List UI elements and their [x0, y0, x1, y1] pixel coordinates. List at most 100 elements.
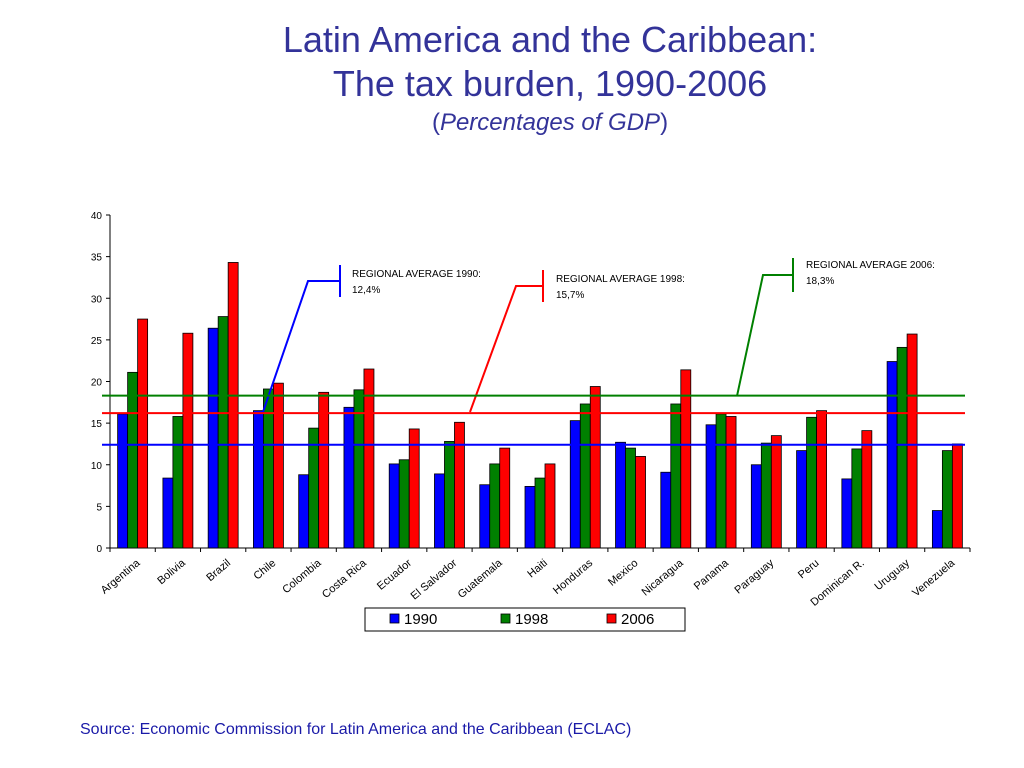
callout-leader — [262, 280, 340, 413]
bar-1998 — [172, 416, 184, 549]
bar-2006 — [725, 416, 737, 549]
bar-1998 — [896, 346, 908, 549]
bar-2006 — [408, 428, 420, 549]
bar-1998 — [715, 413, 727, 549]
legend-label: 1990 — [404, 611, 437, 628]
bar-1990 — [207, 327, 219, 549]
bar-2006 — [861, 430, 873, 549]
bar-1990 — [660, 471, 672, 549]
legend-swatch-2006 — [606, 613, 617, 624]
y-tick-label: 35 — [91, 253, 103, 264]
x-tick-label: Argentina — [99, 557, 143, 597]
bar-2006 — [816, 410, 827, 549]
x-tick-label: Panama — [692, 557, 732, 593]
bar-1990 — [750, 464, 762, 549]
bar-2006 — [137, 318, 149, 549]
bar-1998 — [308, 427, 320, 549]
y-tick-label: 15 — [91, 419, 103, 430]
x-tick-label: Guatemala — [456, 557, 506, 601]
regional-average-value: 15,7% — [556, 290, 584, 301]
y-tick-label: 40 — [91, 211, 103, 222]
bar-1990 — [388, 463, 400, 549]
chart-title-line2: The tax burden, 1990-2006 — [332, 63, 768, 104]
x-tick-label: Colombia — [280, 557, 324, 597]
bar-1998 — [625, 447, 636, 549]
x-tick-label: Bolivia — [155, 557, 188, 588]
title-block: Latin America and the Caribbean: The tax… — [0, 18, 1024, 140]
bar-2006 — [770, 435, 782, 549]
bar-1990 — [434, 473, 445, 549]
bar-chart: 0 5 10 15 20 25 30 35 40 Argentina Bolivia Brazil Ch… — [91, 211, 971, 632]
bar-2006 — [906, 333, 918, 549]
bar-2006 — [182, 332, 194, 549]
bar-2006 — [318, 391, 330, 549]
bar-2006 — [544, 463, 556, 549]
bar-1990 — [705, 424, 717, 549]
subtitle-close-paren: ) — [660, 109, 669, 136]
x-tick-label: Nicaragua — [640, 557, 687, 599]
y-tick-label: 20 — [91, 378, 103, 389]
x-tick-label: Brazil — [204, 557, 233, 584]
x-tick-label: El Salvador — [409, 557, 460, 603]
bar-1998 — [489, 463, 501, 549]
chart-title-line1: Latin America and the Caribbean: — [282, 19, 818, 60]
chart-subtitle: (Percentages of GDP) — [0, 106, 1024, 140]
x-tick-label: Peru — [796, 557, 822, 581]
bar-2006 — [680, 369, 692, 549]
legend-swatch-1990 — [389, 613, 400, 624]
bar-1990 — [479, 484, 491, 549]
bar-2006 — [273, 382, 284, 549]
y-tick-label: 10 — [91, 461, 103, 472]
bar-1998 — [806, 416, 817, 549]
bar-1998 — [851, 448, 863, 549]
legend-swatch-1998 — [500, 613, 511, 624]
bar-2006 — [499, 447, 511, 549]
bar-1998 — [217, 316, 229, 549]
bar-1998 — [760, 442, 772, 549]
bar-1990 — [162, 477, 174, 549]
bar-1998 — [444, 441, 455, 549]
bar-1990 — [298, 474, 310, 549]
x-tick-label: Haiti — [525, 557, 550, 580]
regional-average-label: REGIONAL AVERAGE 1998: — [556, 274, 685, 285]
bar-1990 — [886, 361, 898, 549]
bar-1990 — [524, 485, 536, 549]
y-tick-label: 30 — [91, 294, 103, 305]
x-tick-label: Venezuela — [910, 557, 958, 600]
bar-1990 — [931, 510, 943, 549]
bar-1998 — [941, 450, 953, 549]
bar-2006 — [589, 386, 601, 549]
bar-1990 — [615, 441, 626, 549]
bar-2006 — [363, 368, 375, 549]
bar-2006 — [454, 421, 465, 549]
bar-1990 — [796, 450, 807, 549]
bar-1998 — [127, 371, 139, 549]
y-tick-label: 5 — [96, 502, 102, 513]
bar-2006 — [227, 262, 239, 549]
bar-1990 — [841, 478, 853, 549]
x-tick-label: Paraguay — [732, 557, 776, 597]
legend-label: 2006 — [621, 611, 654, 628]
regional-average-value: 12,4% — [352, 285, 380, 296]
bar-1990 — [117, 413, 129, 549]
regional-average-label: REGIONAL AVERAGE 1990: — [352, 269, 481, 280]
bar-1998 — [398, 459, 410, 549]
legend-box — [364, 607, 686, 632]
y-tick-label: 0 — [96, 544, 102, 555]
callout-leader — [736, 274, 793, 397]
bar-1990 — [253, 410, 264, 549]
bar-1998 — [579, 403, 591, 549]
x-tick-label: Honduras — [551, 557, 596, 597]
subtitle-italic: Percentages of GDP — [439, 109, 661, 136]
bar-2006 — [951, 443, 963, 549]
x-tick-label: Costa Rica — [320, 557, 370, 601]
bar-1990 — [343, 406, 355, 549]
regional-average-label: REGIONAL AVERAGE 2006: — [806, 260, 935, 271]
x-tick-label: Uruguay — [872, 557, 912, 593]
regional-average-value: 18,3% — [806, 276, 834, 287]
y-tick-label: 25 — [91, 336, 103, 347]
bar-1990 — [569, 420, 581, 549]
x-tick-label: Mexico — [606, 557, 640, 589]
subtitle-open-paren: ( — [431, 109, 440, 136]
bar-1998 — [534, 477, 546, 549]
